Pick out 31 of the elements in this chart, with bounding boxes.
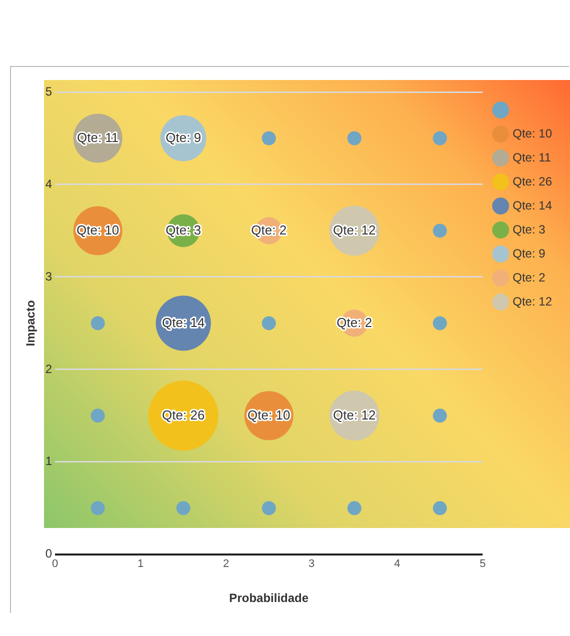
y-tick-label: 3: [45, 269, 52, 284]
x-tick-label: 5: [480, 558, 486, 570]
x-axis-title: Probabilidade: [229, 591, 309, 606]
text: Qte: 2: [336, 314, 372, 330]
y-tick-label: 1: [45, 454, 52, 468]
text: Qte: 10: [76, 222, 120, 238]
legend-label: Qte: 26: [512, 174, 552, 188]
x-tick-label: 4: [394, 558, 400, 570]
y-tick-label: 0: [45, 546, 52, 561]
legend-label: Qte: 10: [512, 126, 552, 140]
text: Qte: 12: [333, 407, 376, 422]
y-axis-title: Impacto: [24, 300, 38, 346]
legend-label: Qte: 2: [512, 270, 546, 284]
y-tick-label: 5: [45, 84, 52, 98]
legend-label: Qte: 9: [512, 246, 546, 260]
y-tick-label: 2: [45, 362, 52, 376]
text: Qte: 26: [162, 407, 205, 422]
text: Qte: 10: [248, 407, 290, 422]
y-tick-label: 4: [45, 176, 52, 191]
text: Qte: 9: [166, 130, 202, 145]
legend-label: Qte: 14: [512, 198, 552, 212]
legend-label: Qte: 3: [512, 222, 546, 236]
text: Qte: 2: [251, 222, 287, 238]
legend-label: Qte: 12: [512, 294, 552, 308]
text: Qte: 12: [333, 222, 376, 238]
x-tick-label: 2: [223, 558, 230, 570]
x-tick-label: 3: [308, 558, 315, 570]
text: Qte: 11: [76, 130, 119, 145]
legend-label: Qte: 11: [512, 150, 552, 164]
text: Qte: 14: [162, 314, 205, 330]
x-tick-label: 1: [138, 558, 144, 570]
